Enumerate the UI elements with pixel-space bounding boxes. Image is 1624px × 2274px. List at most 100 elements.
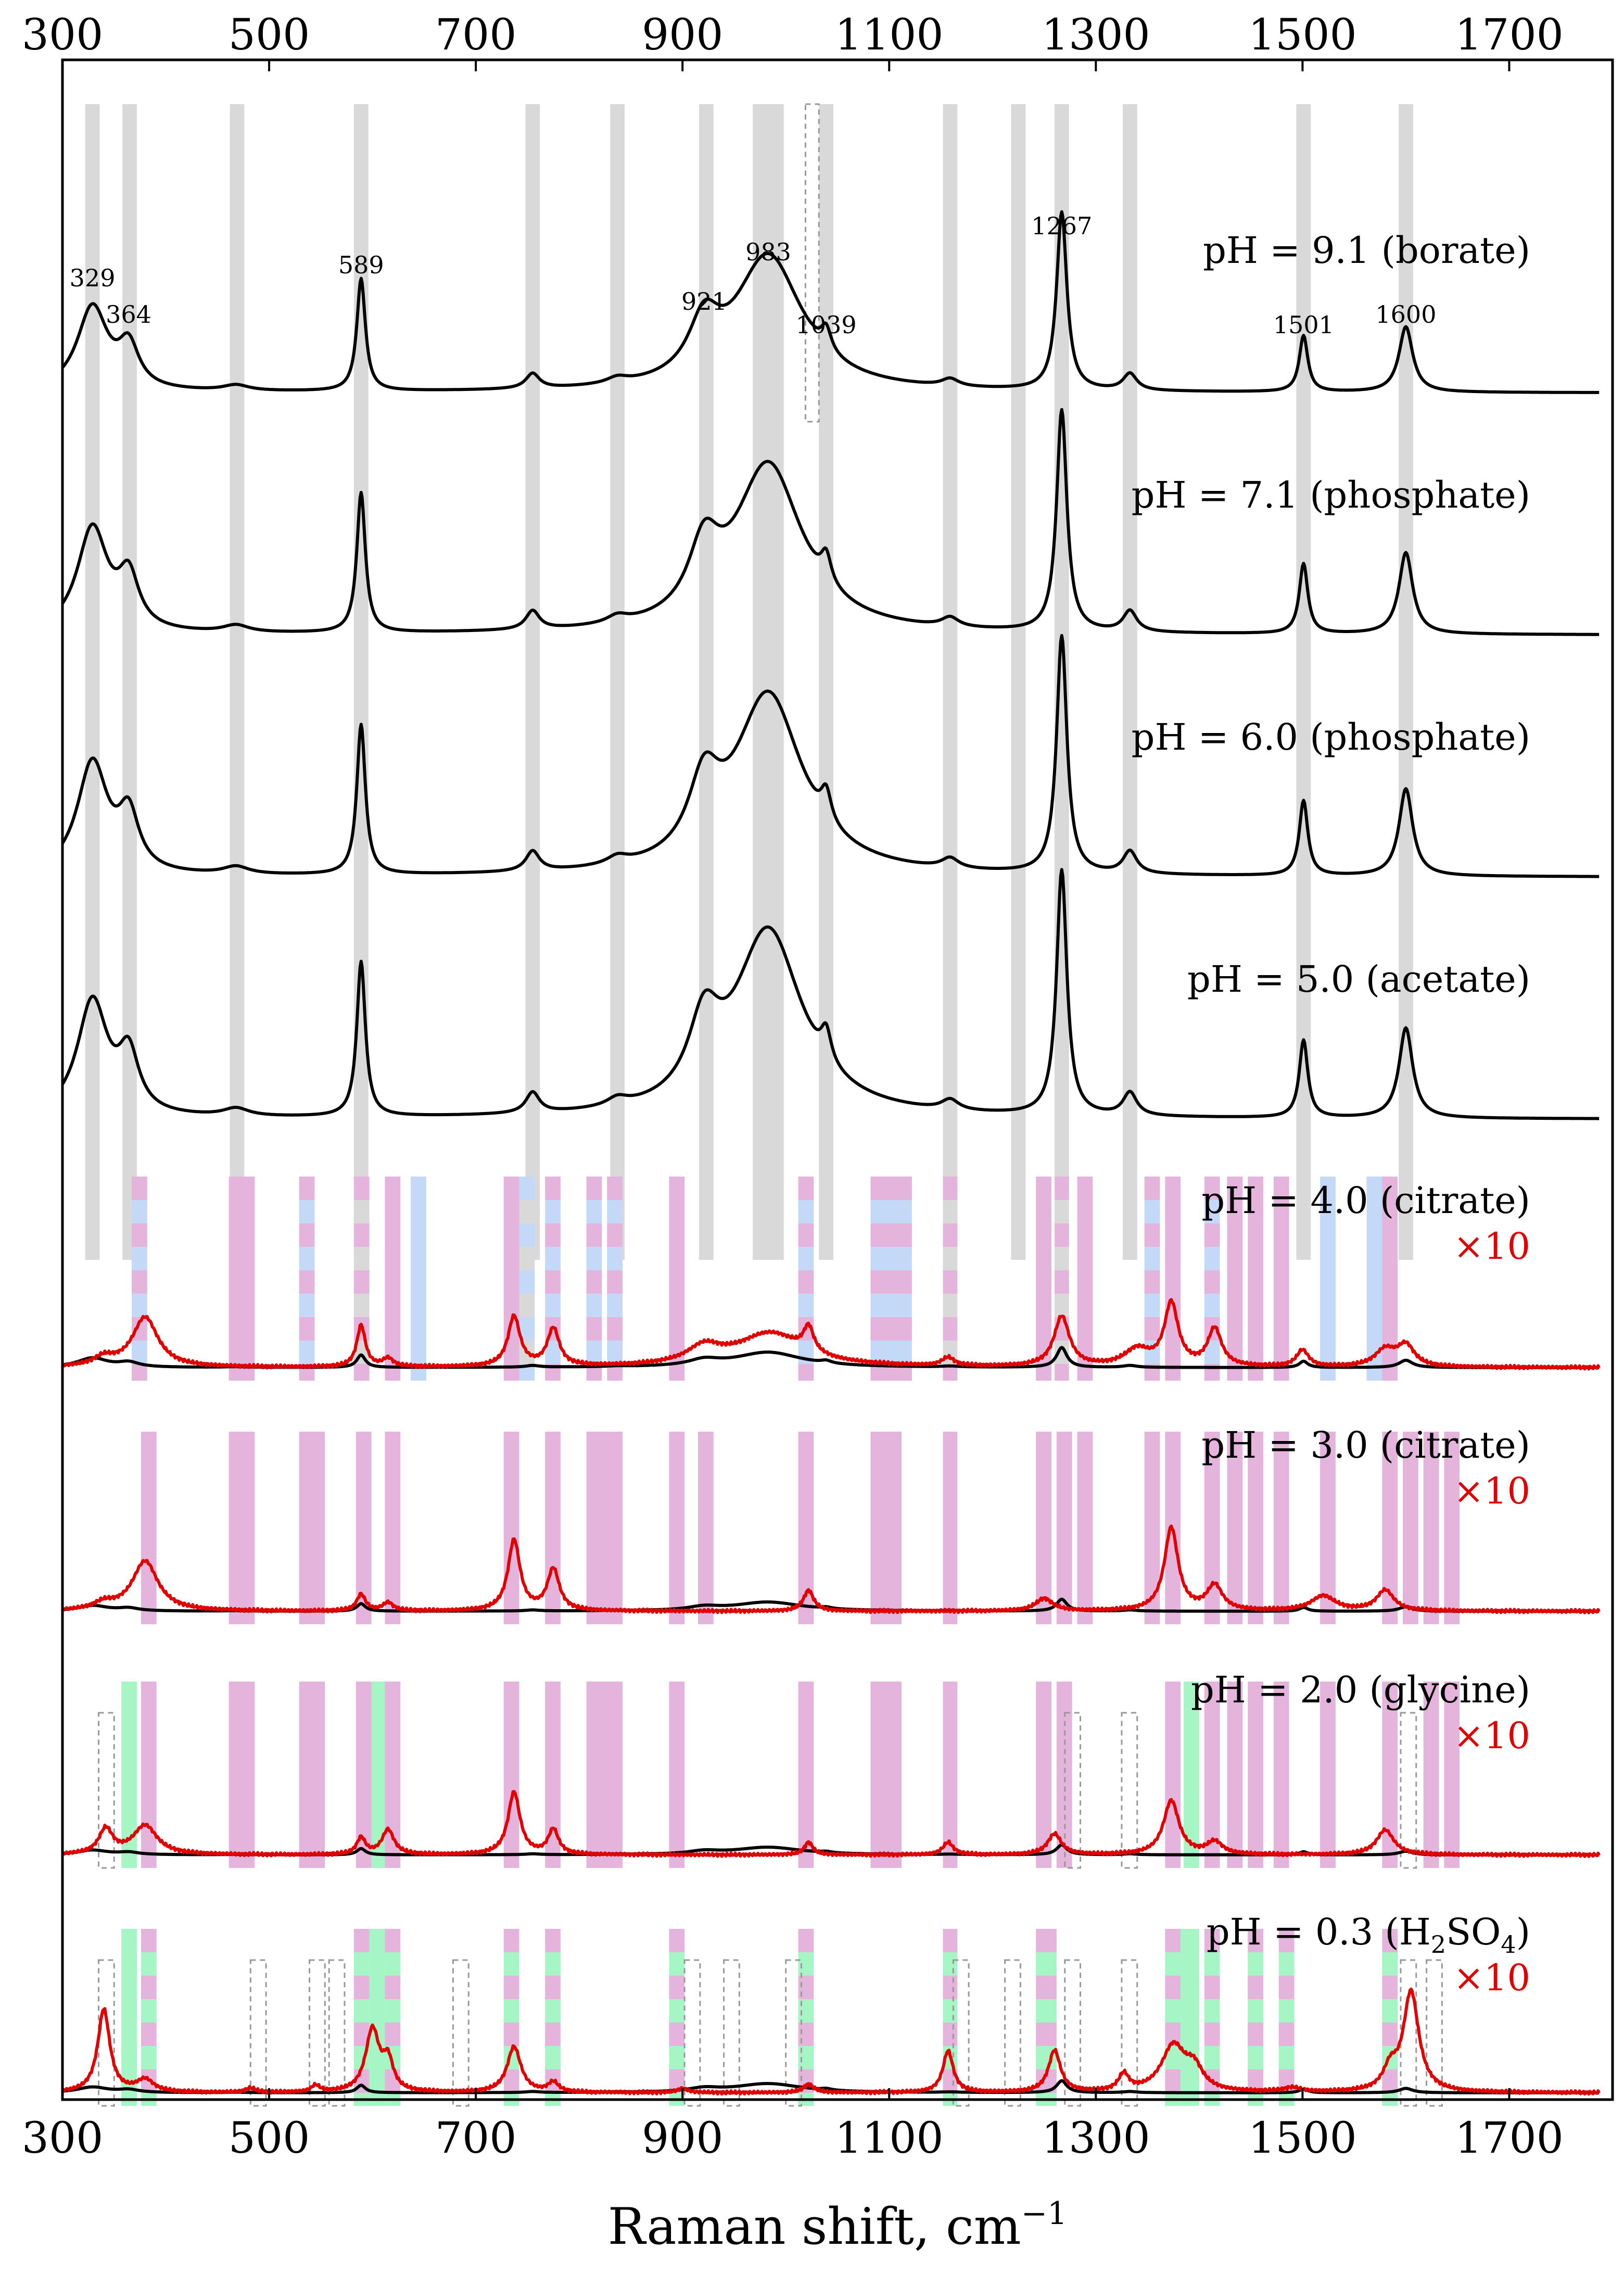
colored-band-segment <box>1382 2069 1398 2093</box>
colored-band-segment <box>1444 1572 1460 1596</box>
colored-band-segment <box>1036 1294 1051 1317</box>
colored-band-segment <box>1278 1929 1295 1952</box>
colored-band-segment <box>371 1799 385 1822</box>
colored-band-segment <box>229 1728 255 1752</box>
colored-band-segment <box>411 1341 426 1364</box>
colored-band-segment <box>1036 1999 1057 2023</box>
colored-band-segment <box>1036 1728 1051 1752</box>
colored-band-segment <box>385 1952 401 1976</box>
x-tick-label-top: 1300 <box>1042 10 1150 60</box>
series-label-part: SO <box>1446 1911 1501 1953</box>
dotted-band-box <box>804 103 820 423</box>
colored-band-segment <box>1320 1223 1336 1247</box>
red-spectrum-line <box>61 1987 1601 2096</box>
colored-band-segment <box>1248 1728 1263 1752</box>
colored-band-segment <box>1248 1177 1263 1200</box>
colored-band-segment <box>1227 1270 1243 1294</box>
colored-band-segment <box>1248 1479 1263 1502</box>
colored-band-segment <box>669 1525 685 1549</box>
colored-band-segment <box>299 1682 325 1705</box>
colored-band-segment <box>545 1247 561 1270</box>
colored-band-segment <box>1382 1223 1398 1247</box>
colored-band-segment <box>1181 2069 1199 2093</box>
colored-band-segment <box>1165 1177 1181 1200</box>
gray-band <box>1399 104 1413 1260</box>
x-tick-label-bottom: 500 <box>229 2114 310 2163</box>
gray-band <box>943 104 958 1260</box>
series-label-part: ) <box>1516 1911 1530 1953</box>
colored-band-segment <box>1273 1549 1289 1572</box>
colored-band-segment <box>1382 1705 1398 1728</box>
colored-band-segment <box>1056 1432 1072 1455</box>
colored-band-segment <box>385 1432 401 1455</box>
colored-band-segment <box>229 1619 255 1624</box>
colored-band-segment <box>1382 1999 1398 2023</box>
colored-band-segment <box>356 1502 372 1525</box>
black-spectrum-line <box>61 634 1600 878</box>
colored-band-segment <box>586 1682 623 1705</box>
colored-band-segment <box>371 1775 385 1799</box>
colored-band-segment <box>1320 1317 1336 1341</box>
colored-band-segment <box>586 1317 602 1341</box>
colored-band-segment <box>545 2046 561 2069</box>
colored-band-segment <box>1273 1775 1289 1799</box>
colored-band-segment <box>141 1952 157 1976</box>
colored-band-segment <box>1320 1525 1336 1549</box>
colored-band-segment <box>1366 1270 1382 1294</box>
series-label: pH = 2.0 (glycine) <box>1191 1669 1530 1711</box>
colored-band-segment <box>943 1247 958 1270</box>
colored-band-segment <box>141 2046 157 2069</box>
colored-band-segment <box>586 1619 623 1624</box>
colored-band-segment <box>1204 2023 1220 2046</box>
colored-band-segment <box>943 1177 958 1200</box>
colored-band-segment <box>669 1177 685 1200</box>
colored-band-segment <box>369 1952 385 1976</box>
colored-band-segment <box>229 1502 255 1525</box>
colored-band-segment <box>229 1549 255 1572</box>
colored-band-segment <box>1320 1502 1336 1525</box>
colored-band-segment <box>669 1952 685 1976</box>
colored-band-segment <box>1165 1341 1181 1364</box>
colored-band-segment <box>1184 1846 1199 1868</box>
colored-band-segment <box>1054 1270 1069 1294</box>
colored-band-segment <box>1204 1929 1220 1952</box>
colored-band-segment <box>1036 1682 1051 1705</box>
colored-band-segment <box>545 1976 561 1999</box>
colored-band-segment <box>607 1223 623 1247</box>
colored-band-segment <box>121 1799 137 1822</box>
colored-band-segment <box>1248 1752 1263 1775</box>
colored-band-segment <box>870 1822 902 1846</box>
colored-band-segment <box>1036 1432 1051 1455</box>
colored-band-segment <box>1273 1682 1289 1705</box>
colored-band-segment <box>1204 1619 1220 1624</box>
colored-band-segment <box>385 1705 401 1728</box>
colored-band-segment <box>545 1455 561 1479</box>
colored-band-segment <box>385 1799 401 1822</box>
colored-band-segment <box>1036 2023 1057 2046</box>
colored-band-segment <box>229 1799 255 1822</box>
dotted-band-box <box>452 1959 470 2107</box>
colored-band-segment <box>1278 1952 1295 1976</box>
colored-band-segment <box>1402 1572 1418 1596</box>
colored-band-segment <box>607 1317 623 1341</box>
colored-band-segment <box>870 1775 902 1799</box>
dotted-band-box <box>1004 1959 1021 2107</box>
colored-band-segment <box>697 1572 714 1596</box>
colored-band-segment <box>132 1247 147 1270</box>
dotted-band-box <box>328 1959 346 2107</box>
colored-band-segment <box>385 1455 401 1479</box>
x-tick-label-top: 1500 <box>1248 10 1357 60</box>
colored-band-segment <box>1366 1177 1382 1200</box>
colored-band-segment <box>697 1596 714 1619</box>
colored-band-segment <box>870 1682 902 1705</box>
colored-band-segment <box>371 1728 385 1752</box>
colored-band-segment <box>411 1317 426 1341</box>
colored-band-segment <box>1036 1317 1051 1341</box>
colored-band-segment <box>870 1799 902 1822</box>
colored-band-segment <box>229 1752 255 1775</box>
colored-band-segment <box>1248 1952 1263 1976</box>
colored-band-segment <box>385 1525 401 1549</box>
colored-band-segment <box>1204 1525 1220 1549</box>
